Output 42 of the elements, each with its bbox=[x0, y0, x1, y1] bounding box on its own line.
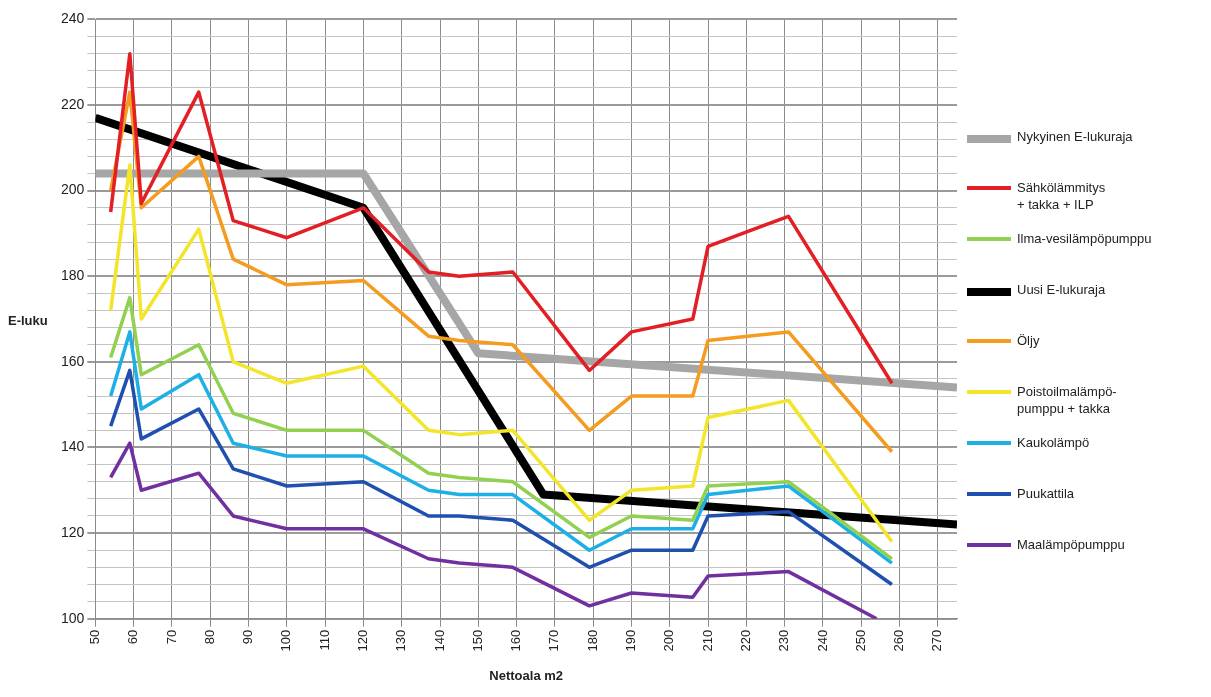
x-tick-label: 170 bbox=[546, 629, 562, 652]
y-tick-label: 140 bbox=[61, 438, 85, 455]
y-tick-label: 180 bbox=[61, 267, 85, 284]
legend-label: Nykyinen E-lukuraja bbox=[1017, 128, 1133, 145]
x-tick-label: 160 bbox=[508, 629, 524, 652]
x-tick-label: 110 bbox=[316, 629, 332, 651]
x-tick-label: 80 bbox=[201, 629, 217, 645]
y-tick-label: 220 bbox=[61, 95, 85, 112]
legend-label: Maalämpöpumppu bbox=[1017, 536, 1125, 553]
legend-label: Öljy bbox=[1017, 332, 1040, 349]
y-tick-label: 200 bbox=[61, 181, 85, 198]
x-tick-label: 120 bbox=[355, 629, 370, 652]
x-tick-label: 60 bbox=[125, 629, 141, 645]
y-tick-label: 100 bbox=[61, 609, 85, 626]
x-tick-label: 150 bbox=[469, 629, 485, 652]
x-tick-label: 190 bbox=[623, 629, 639, 652]
legend-label: Sähkölämmitys + takka + ILP bbox=[1017, 179, 1106, 213]
x-tick-label: 50 bbox=[86, 629, 102, 645]
x-tick-label: 200 bbox=[661, 629, 677, 652]
y-tick-label: 120 bbox=[61, 523, 85, 540]
x-tick-label: 240 bbox=[814, 629, 830, 652]
y-tick-label: 240 bbox=[61, 10, 85, 27]
x-tick-label: 140 bbox=[431, 629, 447, 652]
y-axis-title: E-luku bbox=[8, 312, 49, 328]
x-tick-label: 70 bbox=[163, 629, 179, 645]
x-tick-label: 210 bbox=[699, 629, 715, 652]
x-tick-label: 230 bbox=[776, 629, 792, 652]
x-tick-label: 260 bbox=[891, 629, 907, 652]
legend-label: Puukattila bbox=[1017, 485, 1075, 502]
legend-label: Uusi E-lukuraja bbox=[1017, 281, 1106, 298]
x-tick-label: 250 bbox=[852, 629, 868, 652]
legend-label: Kaukolämpö bbox=[1017, 434, 1090, 451]
x-axis-title: Nettoala m2 bbox=[489, 667, 564, 683]
x-tick-label: 130 bbox=[393, 629, 409, 652]
x-tick-label: 100 bbox=[278, 629, 294, 652]
x-tick-label: 90 bbox=[240, 629, 256, 645]
legend-label: Ilma-vesilämpöpumppu bbox=[1017, 230, 1152, 247]
x-tick-label: 270 bbox=[929, 629, 945, 652]
legend-label: Poistoilmalämpö- pumppu + takka bbox=[1017, 383, 1117, 417]
x-tick-label: 220 bbox=[737, 629, 753, 652]
x-tick-label: 180 bbox=[584, 629, 600, 652]
y-tick-label: 160 bbox=[61, 352, 85, 369]
